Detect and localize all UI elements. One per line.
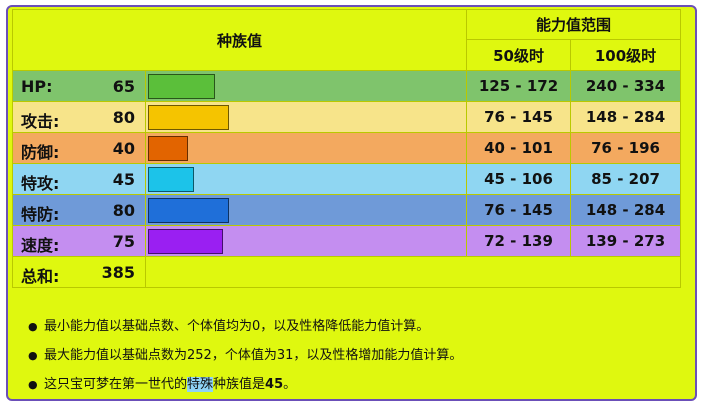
note-min: ● 最小能力值以基础点数、个体值均为0，以及性格降低能力值计算。	[22, 312, 462, 341]
range-lv100: 148 - 284	[570, 194, 682, 226]
note-gen1: ● 这只宝可梦在第一世代的特殊种族值是45。	[22, 370, 462, 399]
stat-bar-cell	[144, 70, 468, 102]
stat-label: 特攻:	[21, 174, 60, 193]
range-lv50: 125 - 172	[466, 70, 572, 102]
stat-bar-cell	[144, 132, 468, 164]
stat-value: 75	[112, 232, 135, 251]
stat-bar-cell	[144, 194, 468, 226]
stat-row: HP: 65 125 - 172 240 - 334	[12, 70, 682, 102]
stat-label: HP:	[21, 77, 53, 96]
special-value: 45	[265, 377, 284, 392]
stat-name-cell: 速度: 75	[12, 225, 146, 257]
stat-value: 40	[112, 139, 135, 158]
total-value: 385	[101, 263, 135, 282]
bullet-icon: ●	[28, 349, 38, 362]
stat-name-cell: 防御: 40	[12, 132, 146, 164]
total-label: 总和:	[21, 267, 60, 286]
stat-bar-cell	[144, 225, 468, 257]
range-lv100: 85 - 207	[570, 163, 682, 195]
range-lv50: 72 - 139	[466, 225, 572, 257]
stat-bar-cell	[144, 163, 468, 195]
stat-row: 防御: 40 40 - 101 76 - 196	[12, 132, 682, 164]
total-cell: 总和: 385	[12, 256, 146, 288]
level-100-header: 100级时	[570, 39, 682, 71]
stat-label: 特防:	[21, 205, 60, 224]
stat-name-cell: 特攻: 45	[12, 163, 146, 195]
level-50-header: 50级时	[466, 39, 572, 71]
stat-row: 速度: 75 72 - 139 139 - 273	[12, 225, 682, 257]
stat-bar	[148, 229, 224, 254]
range-lv50: 40 - 101	[466, 132, 572, 164]
stat-value: 80	[112, 108, 135, 127]
stat-value: 80	[112, 201, 135, 220]
stat-name-cell: 特防: 80	[12, 194, 146, 226]
base-stats-table: 种族值 能力值范围 50级时 100级时 HP: 65 125 - 172 240 -…	[11, 9, 682, 288]
stat-bar-cell	[144, 101, 468, 133]
range-lv50: 45 - 106	[466, 163, 572, 195]
stat-range-header: 能力值范围	[466, 9, 682, 40]
bullet-icon: ●	[28, 378, 38, 391]
stat-bar	[148, 136, 189, 161]
stat-label: 攻击:	[21, 112, 60, 131]
base-stats-header: 种族值	[11, 9, 468, 71]
stat-bar	[148, 167, 194, 192]
stat-label: 防御:	[21, 143, 60, 162]
stat-name-cell: 攻击: 80	[12, 101, 146, 133]
range-lv50: 76 - 145	[466, 194, 572, 226]
notes-list: ● 最小能力值以基础点数、个体值均为0，以及性格降低能力值计算。 ● 最大能力值以基…	[22, 312, 462, 399]
stat-label: 速度:	[21, 236, 60, 255]
stats-panel: 种族值 能力值范围 50级时 100级时 HP: 65 125 - 172 240 -…	[6, 5, 697, 401]
range-lv100: 76 - 196	[570, 132, 682, 164]
range-lv100: 240 - 334	[570, 70, 682, 102]
total-row: 总和: 385	[12, 256, 682, 288]
stat-bar	[148, 198, 229, 223]
range-lv100: 139 - 273	[570, 225, 682, 257]
bullet-icon: ●	[28, 320, 38, 333]
stat-name-cell: HP: 65	[12, 70, 146, 102]
stat-bar	[148, 105, 229, 130]
stat-value: 65	[112, 77, 135, 96]
stat-value: 45	[112, 170, 135, 189]
range-lv50: 76 - 145	[466, 101, 572, 133]
range-lv100: 148 - 284	[570, 101, 682, 133]
special-link[interactable]: 特殊	[187, 377, 214, 392]
stat-bar	[148, 74, 215, 99]
stat-row: 特攻: 45 45 - 106 85 - 207	[12, 163, 682, 195]
stat-row: 特防: 80 76 - 145 148 - 284	[12, 194, 682, 226]
total-empty	[144, 256, 682, 288]
note-max: ● 最大能力值以基础点数为252，个体值为31，以及性格增加能力值计算。	[22, 341, 462, 370]
stat-row: 攻击: 80 76 - 145 148 - 284	[12, 101, 682, 133]
